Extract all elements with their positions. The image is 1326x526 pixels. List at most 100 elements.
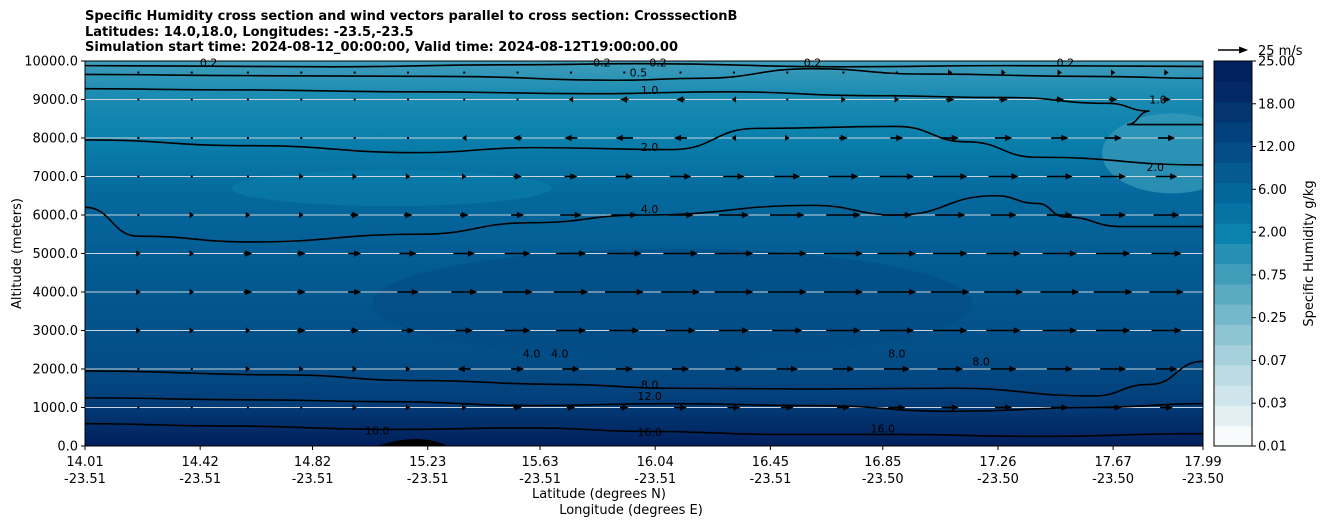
wind-arrow	[679, 71, 682, 74]
wind-arrow-head	[1005, 404, 1013, 411]
wind-arrow	[137, 137, 140, 139]
contour-line-8.0	[85, 360, 1203, 397]
x-tick-label-lat: 14.01	[66, 455, 103, 470]
x-tick-label-lon: -23.51	[179, 472, 221, 487]
wind-arrow-head	[855, 250, 863, 257]
wind-arrow	[1100, 365, 1127, 373]
wind-arrow	[948, 69, 953, 76]
colorbar-tick-label: 6.00	[1258, 183, 1287, 198]
wind-arrow	[674, 134, 687, 142]
wind-arrow	[245, 365, 251, 373]
contour-line-4.0	[85, 194, 1203, 243]
wind-arrow	[731, 96, 737, 103]
title-line-2: Latitudes: 14.0,18.0, Longitudes: -23.5,…	[85, 24, 414, 40]
wind-arrow	[569, 71, 572, 74]
wind-arrow-head	[1168, 134, 1176, 142]
wind-arrow	[785, 134, 790, 142]
wind-arrow-head	[1013, 327, 1021, 334]
x-tick-label-lat: 16.85	[864, 455, 901, 470]
wind-arrow-head	[793, 173, 801, 180]
wind-arrow-head	[686, 211, 694, 219]
wind-arrow-head	[189, 211, 194, 219]
wind-arrow	[243, 250, 253, 257]
contour-label: 1.0	[641, 84, 659, 97]
wind-arrow	[663, 250, 698, 257]
wind-arrow-head	[947, 96, 955, 103]
wind-arrow	[299, 211, 304, 219]
x-tick-label-lon: -23.51	[64, 472, 106, 487]
wind-arrow	[986, 327, 1021, 334]
wind-arrow-head	[684, 173, 692, 180]
wind-arrow	[731, 134, 737, 142]
wind-arrow-head	[636, 288, 644, 296]
wind-arrow	[1095, 250, 1131, 257]
wind-arrow	[405, 173, 411, 180]
wind-arrow	[189, 211, 194, 219]
y-tick-label: 10000.0	[24, 55, 78, 70]
colorbar-tick-label: 0.07	[1258, 354, 1287, 369]
wind-arrow	[1042, 250, 1077, 257]
wind-arrow	[674, 404, 687, 411]
wind-arrow-head	[842, 404, 850, 411]
wind-arrow	[1042, 327, 1077, 334]
wind-arrow	[246, 406, 249, 409]
wind-arrow	[1046, 173, 1073, 180]
wind-arrow	[988, 173, 1019, 180]
wind-arrow	[296, 327, 306, 334]
wind-arrow	[780, 404, 794, 411]
x-tick-label-lat: 15.63	[521, 455, 558, 470]
wind-arrow-head	[898, 404, 906, 411]
wind-arrow	[462, 404, 467, 411]
wind-arrow	[246, 98, 249, 101]
wind-arrow	[786, 71, 789, 74]
y-tick-label: 8000.0	[33, 132, 79, 147]
wind-arrow-head	[746, 288, 754, 296]
wind-arrow	[566, 404, 576, 411]
wind-arrow	[1046, 211, 1073, 219]
wind-arrow	[296, 288, 306, 296]
contour-line-1.0	[85, 87, 1203, 126]
contour-label: 16.0	[871, 423, 896, 436]
wind-arrow	[296, 250, 306, 257]
wind-arrow-head	[245, 211, 251, 219]
wind-arrow	[353, 98, 356, 101]
wind-vectors	[136, 69, 1184, 411]
wind-arrow-head	[299, 211, 304, 219]
wind-arrow-head	[731, 134, 737, 142]
wind-arrow	[718, 211, 749, 219]
wind-arrow-head	[1057, 96, 1065, 103]
wind-arrow	[772, 327, 803, 334]
wind-arrow-head	[797, 211, 805, 219]
wind-arrow	[405, 404, 411, 411]
wind-arrow-head	[1165, 404, 1173, 411]
wind-arrow-head	[737, 173, 745, 180]
wind-arrow-head	[1176, 288, 1184, 296]
wind-arrow	[513, 134, 522, 142]
wind-arrow	[786, 98, 789, 101]
wind-arrow	[399, 250, 417, 257]
wind-arrow-head	[682, 365, 690, 373]
wind-arrow	[453, 250, 475, 257]
wind-arrow	[727, 404, 741, 411]
wind-arrow	[189, 288, 194, 296]
wind-arrow	[877, 288, 917, 296]
wind-arrow	[990, 211, 1017, 219]
x-tick-label-lat: 16.45	[752, 455, 789, 470]
wind-arrow	[842, 71, 845, 74]
wind-arrow	[403, 211, 413, 219]
colorbar-segment	[1214, 101, 1252, 123]
wind-arrow	[511, 211, 525, 219]
contour-line-0.2	[85, 62, 1203, 68]
wind-arrow-head	[354, 250, 362, 257]
colorbar-segment	[1214, 61, 1252, 82]
wind-arrow	[877, 250, 917, 257]
wind-arrow	[300, 98, 303, 101]
wind-arrow	[1155, 365, 1178, 373]
wind-arrow-head	[564, 134, 572, 142]
contour-label: 4.0	[551, 348, 569, 361]
colorbar-tick-label: 0.03	[1258, 397, 1287, 412]
colorbar-segment	[1214, 243, 1252, 265]
colorbar-segment	[1214, 121, 1252, 143]
wind-arrow	[300, 137, 303, 139]
wind-arrow	[246, 175, 249, 178]
